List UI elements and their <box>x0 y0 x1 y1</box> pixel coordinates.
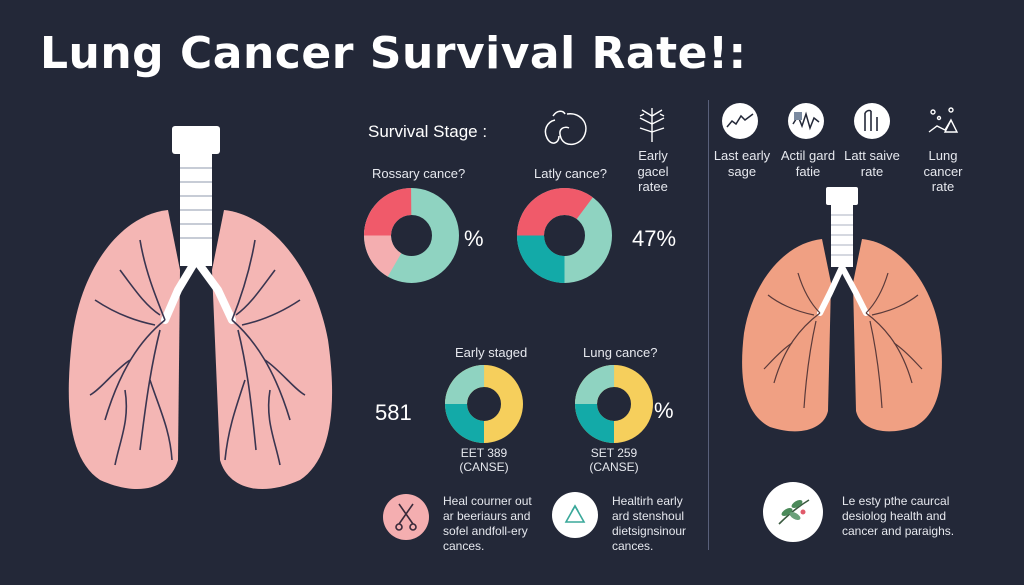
donut-label: Latly cance? <box>534 166 607 181</box>
right-icon-label: Lung cancer rate <box>923 148 963 195</box>
footer-text: Le esty pthe caurcal desiolog health and… <box>842 494 955 538</box>
donut-chart <box>364 188 459 283</box>
right-icon-label: Latt saive rate <box>844 148 900 179</box>
side-number: 581 <box>375 400 412 425</box>
lung-illustration-left <box>60 120 345 495</box>
donut-value: 47% <box>632 226 677 251</box>
right-icon-label: Last early sage <box>713 148 771 179</box>
donut-label: Rossary cance? <box>372 166 466 181</box>
donut-label: Early staged <box>455 345 528 360</box>
donut-chart <box>575 365 653 443</box>
stomach-icon <box>535 108 593 150</box>
vertical-divider <box>708 100 709 550</box>
donut-caption: SET 259 (CANSE) <box>589 446 639 475</box>
lung-tree-icon <box>634 106 670 144</box>
donut-chart <box>445 365 523 443</box>
page-title: Lung Cancer Survival Rate!: <box>40 28 747 79</box>
molecule-icon <box>925 104 961 140</box>
donut-caption: EET 389 (CANSE) <box>459 446 509 475</box>
right-icon-label: Actil gard fatie <box>780 148 836 179</box>
top-icon-label: Early gacel ratee <box>637 148 669 195</box>
donut-chart <box>517 188 612 283</box>
scissors-icon <box>383 494 429 540</box>
lung-illustration-right <box>734 183 949 438</box>
donut-value: % <box>464 226 484 251</box>
leaf-branch-icon <box>763 482 823 542</box>
trend-chart-icon <box>722 103 758 139</box>
donut-label: Lung cance? <box>583 345 658 360</box>
waveform-icon <box>788 103 824 139</box>
footer-text: Healtirh early ard stenshoul dietsignsin… <box>612 494 687 553</box>
section-heading: Survival Stage : <box>368 122 488 141</box>
donut-value: % <box>654 398 674 423</box>
bar-chart-icon <box>854 103 890 139</box>
footer-text: Heal courner out ar beeriaurs and sofel … <box>443 494 532 553</box>
recycle-icon <box>552 492 598 538</box>
